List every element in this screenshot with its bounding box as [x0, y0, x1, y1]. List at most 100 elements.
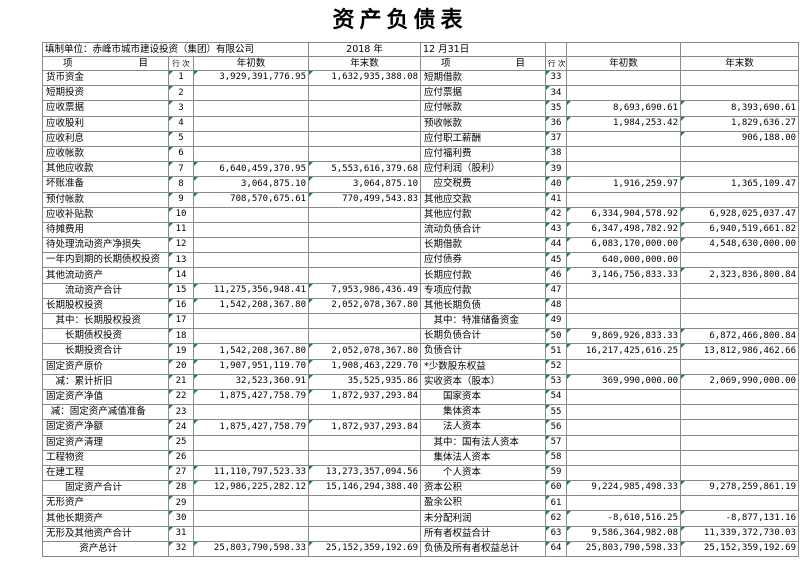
cell-item-label[interactable]: 坏账准备: [42, 176, 169, 193]
empty-cell[interactable]: [680, 42, 800, 57]
cell-year-end-value[interactable]: [680, 145, 800, 163]
cell-year-end-value[interactable]: [680, 191, 800, 208]
cell-item-label[interactable]: 固定资产合计: [42, 480, 169, 497]
cell-line-number[interactable]: 31: [168, 525, 194, 542]
cell-year-begin-value[interactable]: [566, 358, 682, 375]
cell-year-end-value[interactable]: [680, 464, 800, 482]
cell-year-end-value[interactable]: [308, 510, 422, 527]
cell-line-number[interactable]: 41: [545, 191, 568, 208]
cell-item-label[interactable]: 其他流动资产: [42, 267, 169, 284]
cell-year-begin-value[interactable]: 9,586,364,982.08: [566, 525, 682, 542]
cell-line-number[interactable]: 8: [168, 176, 194, 193]
cell-item-label[interactable]: 其中：特准储备资金: [420, 312, 547, 330]
cell-year-begin-value[interactable]: [192, 449, 310, 466]
cell-line-number[interactable]: 52: [545, 358, 568, 375]
cell-year-end-value[interactable]: [308, 267, 422, 284]
cell-year-end-value[interactable]: [308, 495, 422, 512]
cell-year-begin-value[interactable]: [566, 85, 682, 102]
cell-year-begin-value[interactable]: 3,146,756,833.33: [566, 267, 682, 284]
cell-year-end-value[interactable]: 25,152,359,192.69: [680, 540, 800, 558]
cell-line-number[interactable]: 9: [168, 191, 194, 208]
cell-year-end-value[interactable]: [680, 282, 800, 299]
empty-cell[interactable]: [566, 42, 682, 57]
cell-year-begin-value[interactable]: [192, 85, 310, 102]
cell-year-begin-value[interactable]: 6,347,498,782.92: [566, 221, 682, 239]
cell-line-number[interactable]: 39: [545, 161, 568, 178]
cell-item-label[interactable]: 应付职工薪酬: [420, 130, 547, 147]
cell-item-label[interactable]: 在建工程: [42, 464, 169, 482]
cell-year-end-value[interactable]: 2,052,078,367.80: [308, 297, 422, 315]
cell-item-label[interactable]: *少数股东权益: [420, 358, 547, 375]
cell-item-label[interactable]: 负债及所有者权益总计: [420, 540, 547, 558]
cell-year-end-value[interactable]: 6,928,025,037.47: [680, 206, 800, 223]
cell-item-label[interactable]: 固定资产原价: [42, 358, 169, 375]
header-line-right[interactable]: 行 次: [545, 56, 568, 71]
cell-year-end-value[interactable]: 906,188.00: [680, 130, 800, 147]
cell-item-label[interactable]: 长期应付款: [420, 267, 547, 284]
cell-year-begin-value[interactable]: [192, 100, 310, 117]
cell-year-begin-value[interactable]: 25,803,790,598.33: [192, 540, 310, 558]
cell-line-number[interactable]: 60: [545, 480, 568, 497]
empty-cell[interactable]: [545, 42, 568, 57]
cell-year-end-value[interactable]: 1,908,463,229.70: [308, 358, 422, 375]
cell-line-number[interactable]: 40: [545, 176, 568, 193]
cell-year-begin-value[interactable]: [566, 282, 682, 299]
cell-year-begin-value[interactable]: [192, 404, 310, 421]
cell-year-begin-value[interactable]: [566, 312, 682, 330]
cell-line-number[interactable]: 45: [545, 252, 568, 269]
cell-year-end-value[interactable]: 13,812,986,462.66: [680, 343, 800, 360]
cell-item-label[interactable]: 待摊费用: [42, 221, 169, 239]
cell-year-begin-value[interactable]: 1,875,427,758.79: [192, 388, 310, 406]
cell-line-number[interactable]: 50: [545, 328, 568, 345]
cell-year-begin-value[interactable]: [192, 115, 310, 132]
cell-year-end-value[interactable]: 25,152,359,192.69: [308, 540, 422, 558]
cell-line-number[interactable]: 20: [168, 358, 194, 375]
cell-year-begin-value[interactable]: 708,570,675.61: [192, 191, 310, 208]
cell-year-begin-value[interactable]: [566, 449, 682, 466]
cell-year-begin-value[interactable]: [192, 145, 310, 163]
cell-year-end-value[interactable]: [680, 358, 800, 375]
cell-item-label[interactable]: 工程物资: [42, 449, 169, 466]
cell-year-begin-value[interactable]: [192, 495, 310, 512]
cell-year-end-value[interactable]: 13,273,357,094.56: [308, 464, 422, 482]
cell-year-end-value[interactable]: [680, 449, 800, 466]
cell-line-number[interactable]: 30: [168, 510, 194, 527]
cell-year-begin-value[interactable]: [566, 297, 682, 315]
cell-year-end-value[interactable]: [680, 312, 800, 330]
cell-year-end-value[interactable]: 3,064,875.10: [308, 176, 422, 193]
cell-year-begin-value[interactable]: -8,610,516.25: [566, 510, 682, 527]
cell-item-label[interactable]: 流动负债合计: [420, 221, 547, 239]
cell-item-label[interactable]: 减：累计折旧: [42, 373, 169, 390]
cell-year-end-value[interactable]: [680, 69, 800, 87]
header-year-begin-left[interactable]: 年初数: [192, 56, 310, 71]
cell-item-label[interactable]: 所有者权益合计: [420, 525, 547, 542]
cell-year-begin-value[interactable]: 6,083,170,000.00: [566, 237, 682, 254]
cell-line-number[interactable]: 54: [545, 388, 568, 406]
cell-line-number[interactable]: 46: [545, 267, 568, 284]
cell-item-label[interactable]: 应收利息: [42, 130, 169, 147]
cell-line-number[interactable]: 55: [545, 404, 568, 421]
cell-item-label[interactable]: 应付福利费: [420, 145, 547, 163]
cell-year-end-value[interactable]: [308, 252, 422, 269]
cell-item-label[interactable]: 其中：国有法人资本: [420, 434, 547, 451]
cell-item-label[interactable]: 集体法人资本: [420, 449, 547, 466]
cell-item-label[interactable]: 长期投资合计: [42, 343, 169, 360]
cell-item-label[interactable]: 长期股权投资: [42, 297, 169, 315]
cell-item-label[interactable]: 专项应付款: [420, 282, 547, 299]
cell-line-number[interactable]: 32: [168, 540, 194, 558]
cell-year-end-value[interactable]: 9,278,259,861.19: [680, 480, 800, 497]
cell-item-label[interactable]: 应收补贴款: [42, 206, 169, 223]
cell-year-begin-value[interactable]: [566, 191, 682, 208]
cell-item-label[interactable]: 盈余公积: [420, 495, 547, 512]
cell-line-number[interactable]: 11: [168, 221, 194, 239]
cell-year-end-value[interactable]: [308, 434, 422, 451]
cell-line-number[interactable]: 19: [168, 343, 194, 360]
cell-year-begin-value[interactable]: [566, 69, 682, 87]
cell-year-end-value[interactable]: 1,365,109.47: [680, 176, 800, 193]
cell-item-label[interactable]: 其他应交款: [420, 191, 547, 208]
cell-item-label[interactable]: 长期借款: [420, 237, 547, 254]
cell-year-begin-value[interactable]: [192, 267, 310, 284]
report-date-year-cell[interactable]: 2018 年: [308, 42, 422, 57]
cell-year-begin-value[interactable]: 16,217,425,616.25: [566, 343, 682, 360]
cell-item-label[interactable]: 其他应收款: [42, 161, 169, 178]
